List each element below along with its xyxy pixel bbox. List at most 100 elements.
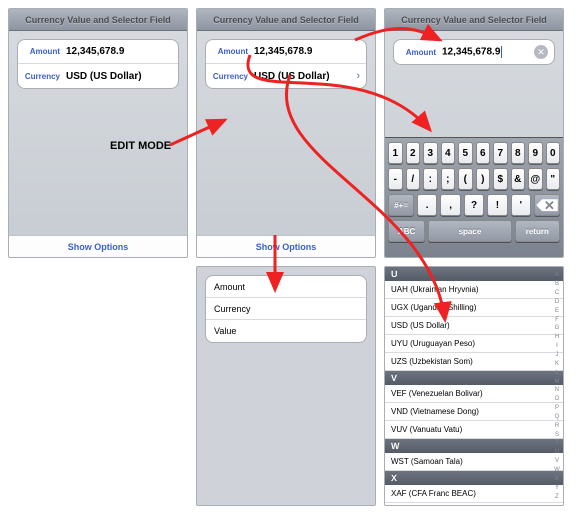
key-&[interactable]: & — [511, 168, 526, 190]
chevron-right-icon: › — [356, 70, 360, 82]
currency-item[interactable]: UAH (Ukrainian Hryvnia) — [385, 281, 563, 299]
key-)[interactable]: ) — [476, 168, 491, 190]
currency-item[interactable]: UZS (Uzbekistan Som) — [385, 353, 563, 371]
key--[interactable]: - — [388, 168, 403, 190]
key-2[interactable]: 2 — [406, 142, 421, 164]
currency-value: USD (US Dollar) — [66, 71, 172, 82]
currency-item[interactable]: WST (Samoan Tala) — [385, 453, 563, 471]
field-card: Amount 12,345,678.9 ✕ — [393, 39, 555, 65]
index-B[interactable]: B — [552, 281, 562, 287]
index-V[interactable]: V — [552, 458, 562, 464]
show-options-button[interactable]: Show Options — [9, 235, 187, 257]
index-O[interactable]: O — [552, 396, 562, 402]
index-E[interactable]: E — [552, 308, 562, 314]
index-F[interactable]: F — [552, 317, 562, 323]
show-options-button[interactable]: Show Options — [197, 235, 375, 257]
key-([interactable]: ( — [458, 168, 473, 190]
currency-item[interactable]: USD (US Dollar) — [385, 317, 563, 335]
key-/[interactable]: / — [406, 168, 421, 190]
amount-row[interactable]: Amount 12,345,678.9 ✕ — [394, 40, 554, 64]
navbar: Currency Value and Selector Field — [197, 9, 375, 31]
field-card: Amount 12,345,678.9 Currency USD (US Dol… — [17, 39, 179, 89]
key-3[interactable]: 3 — [423, 142, 438, 164]
key-symbols[interactable]: #+= — [388, 194, 414, 216]
clear-icon[interactable]: ✕ — [534, 45, 548, 59]
key-5[interactable]: 5 — [458, 142, 473, 164]
currency-item[interactable]: VUV (Vanuatu Vatu) — [385, 421, 563, 439]
key-abc[interactable]: ABC — [388, 220, 425, 242]
index-T[interactable]: T — [552, 440, 562, 446]
option-value[interactable]: Value — [206, 320, 366, 342]
index-K[interactable]: K — [552, 361, 562, 367]
key-,[interactable]: , — [440, 194, 460, 216]
key-:[interactable]: : — [423, 168, 438, 190]
currency-label: Currency — [22, 72, 66, 81]
field-card: Amount 12,345,678.9 Currency USD (US Dol… — [205, 39, 367, 89]
amount-row: Amount 12,345,678.9 — [18, 40, 178, 64]
key-'[interactable]: ' — [511, 194, 531, 216]
currency-picker: U UAH (Ukrainian Hryvnia)UGX (Ugandan Shi… — [384, 266, 564, 506]
currency-item[interactable]: XCD (East Caribbean Dollar) — [385, 503, 563, 506]
key-"[interactable]: " — [546, 168, 561, 190]
screen-view-mode: Currency Value and Selector Field Amount… — [8, 8, 188, 258]
index-I[interactable]: I — [552, 343, 562, 349]
index-J[interactable]: J — [552, 352, 562, 358]
currency-row[interactable]: Currency USD (US Dollar) › — [206, 64, 366, 88]
option-amount[interactable]: Amount — [206, 276, 366, 298]
index-M[interactable]: M — [552, 379, 562, 385]
index-Y[interactable]: Y — [552, 485, 562, 491]
key-0[interactable]: 0 — [546, 142, 561, 164]
section-header-X: X — [385, 471, 563, 485]
currency-row: Currency USD (US Dollar) — [18, 64, 178, 88]
key-4[interactable]: 4 — [441, 142, 456, 164]
currency-label: Currency — [210, 72, 254, 81]
index-R[interactable]: R — [552, 423, 562, 429]
key-?[interactable]: ? — [464, 194, 484, 216]
key-1[interactable]: 1 — [388, 142, 403, 164]
annotation-edit-mode: EDIT MODE — [110, 140, 171, 152]
key-@[interactable]: @ — [528, 168, 543, 190]
key-8[interactable]: 8 — [511, 142, 526, 164]
currency-item[interactable]: VEF (Venezuelan Bolivar) — [385, 385, 563, 403]
key-space[interactable]: space — [428, 220, 511, 242]
key-7[interactable]: 7 — [493, 142, 508, 164]
index-H[interactable]: H — [552, 334, 562, 340]
index-bar[interactable]: ABCDEFGHIJKLMNOPQRSTUVWXYZ — [552, 271, 562, 501]
index-A[interactable]: A — [552, 272, 562, 278]
amount-input[interactable]: 12,345,678.9 — [442, 46, 534, 58]
options-panel: AmountCurrencyValue — [196, 266, 376, 506]
navbar: Currency Value and Selector Field — [385, 9, 563, 31]
currency-item[interactable]: VND (Vietnamese Dong) — [385, 403, 563, 421]
index-Z[interactable]: Z — [552, 494, 562, 500]
amount-value: 12,345,678.9 — [66, 46, 172, 57]
index-W[interactable]: W — [552, 467, 562, 473]
index-P[interactable]: P — [552, 405, 562, 411]
index-U[interactable]: U — [552, 449, 562, 455]
option-currency[interactable]: Currency — [206, 298, 366, 320]
key-9[interactable]: 9 — [528, 142, 543, 164]
key-![interactable]: ! — [487, 194, 507, 216]
amount-value[interactable]: 12,345,678.9 — [254, 46, 360, 57]
currency-value[interactable]: USD (US Dollar) — [254, 71, 356, 82]
index-S[interactable]: S — [552, 432, 562, 438]
currency-item[interactable]: UYU (Uruguayan Peso) — [385, 335, 563, 353]
index-D[interactable]: D — [552, 299, 562, 305]
index-C[interactable]: C — [552, 290, 562, 296]
amount-row[interactable]: Amount 12,345,678.9 — [206, 40, 366, 64]
index-N[interactable]: N — [552, 387, 562, 393]
index-Q[interactable]: Q — [552, 414, 562, 420]
index-G[interactable]: G — [552, 325, 562, 331]
navbar: Currency Value and Selector Field — [9, 9, 187, 31]
currency-item[interactable]: XAF (CFA Franc BEAC) — [385, 485, 563, 503]
key-6[interactable]: 6 — [476, 142, 491, 164]
key-backspace[interactable] — [534, 194, 560, 216]
key-return[interactable]: return — [515, 220, 560, 242]
section-header-W: W — [385, 439, 563, 453]
index-L[interactable]: L — [552, 370, 562, 376]
key-;[interactable]: ; — [441, 168, 456, 190]
key-.[interactable]: . — [417, 194, 437, 216]
index-X[interactable]: X — [552, 476, 562, 482]
currency-item[interactable]: UGX (Ugandan Shilling) — [385, 299, 563, 317]
key-$[interactable]: $ — [493, 168, 508, 190]
options-list: AmountCurrencyValue — [205, 275, 367, 343]
